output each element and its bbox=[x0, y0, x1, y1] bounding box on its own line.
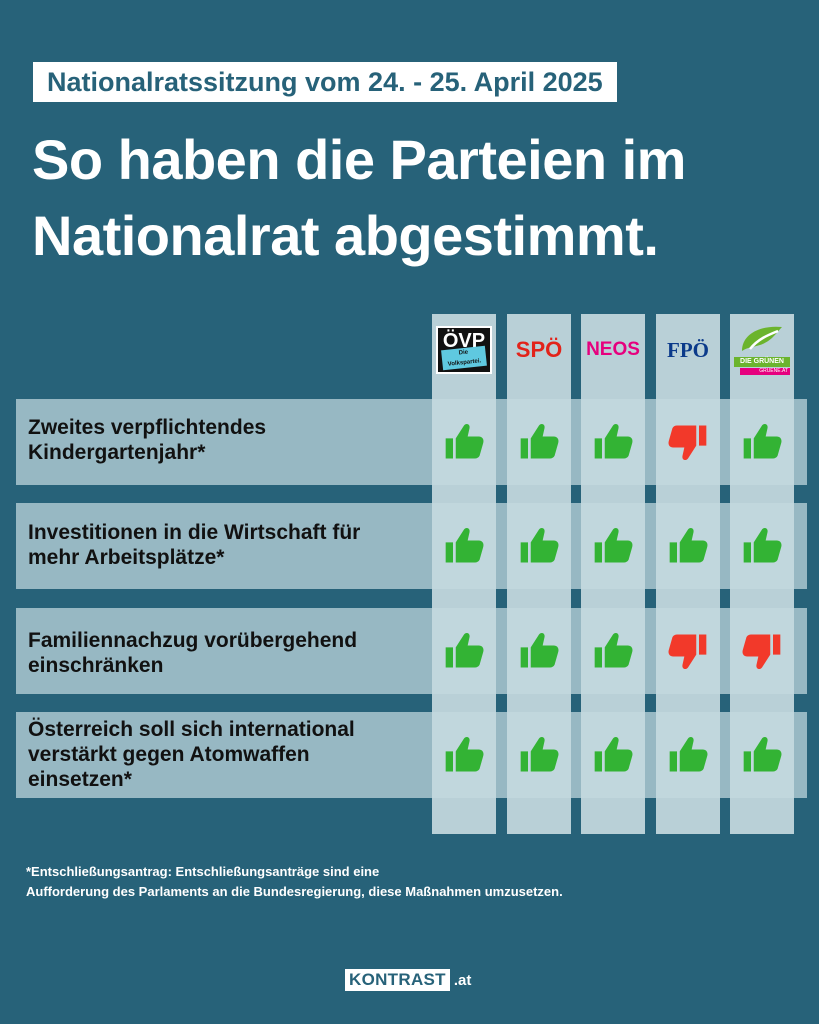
thumbs-up-icon bbox=[740, 733, 784, 777]
thumbs-up-icon bbox=[591, 733, 635, 777]
footnote-line-1: *Entschließungsantrag: Entschließungsant… bbox=[26, 864, 380, 879]
thumbs-up-icon bbox=[591, 629, 635, 673]
party-name-fpoe: FPÖ bbox=[667, 337, 709, 362]
party-logo-gruene: DIE GRÜNEN GRUENE.AT bbox=[730, 322, 794, 378]
thumbs-up-icon bbox=[740, 420, 784, 464]
thumbs-down-icon bbox=[666, 629, 710, 673]
thumbs-up-icon bbox=[740, 524, 784, 568]
thumbs-up-icon bbox=[591, 524, 635, 568]
party-logo-fpoe: FPÖ bbox=[656, 322, 720, 378]
party-sub-gruene: GRUENE.AT bbox=[740, 368, 790, 375]
thumbs-down-icon bbox=[740, 629, 784, 673]
party-tagline-oevp: Die Volkspartei. bbox=[441, 345, 487, 371]
motion-title-2: Investitionen in die Wirtschaft für mehr… bbox=[28, 521, 361, 569]
motion-title-4: Österreich soll sich international verst… bbox=[28, 718, 355, 791]
footnote: *Entschließungsantrag: Entschließungsant… bbox=[26, 862, 786, 902]
brand-tld: .at bbox=[453, 971, 472, 989]
party-logo-spoe: SPÖ bbox=[507, 322, 571, 378]
thumbs-up-icon bbox=[517, 629, 561, 673]
thumbs-up-icon bbox=[517, 420, 561, 464]
party-logo-neos: NEOS bbox=[581, 322, 645, 378]
motion-title-1: Zweites verpflichtendes Kindergartenjahr… bbox=[28, 416, 267, 464]
thumbs-up-icon bbox=[442, 629, 486, 673]
thumbs-down-icon bbox=[666, 420, 710, 464]
thumbs-up-icon bbox=[517, 524, 561, 568]
brand-logo: KONTRAST .at bbox=[345, 969, 471, 991]
thumbs-up-icon bbox=[517, 733, 561, 777]
page-title: So haben die Parteien im Nationalrat abg… bbox=[32, 128, 686, 267]
thumbs-up-icon bbox=[666, 733, 710, 777]
thumbs-up-icon bbox=[666, 524, 710, 568]
brand-name: KONTRAST bbox=[345, 969, 450, 991]
thumbs-up-icon bbox=[442, 733, 486, 777]
motion-title-3: Familiennachzug vorübergehend einschränk… bbox=[28, 629, 358, 677]
gruene-leaf-icon bbox=[742, 326, 782, 351]
party-name-neos: NEOS bbox=[586, 339, 640, 360]
footnote-line-2: Aufforderung des Parlaments an die Bunde… bbox=[26, 884, 563, 899]
party-name-gruene: DIE GRÜNEN bbox=[734, 357, 790, 367]
party-name-spoe: SPÖ bbox=[515, 337, 563, 362]
party-logo-oevp: ÖVP Die Volkspartei. bbox=[432, 322, 496, 378]
thumbs-up-icon bbox=[591, 420, 635, 464]
session-date-label: Nationalratssitzung vom 24. - 25. April … bbox=[33, 62, 617, 102]
thumbs-up-icon bbox=[442, 420, 486, 464]
thumbs-up-icon bbox=[442, 524, 486, 568]
